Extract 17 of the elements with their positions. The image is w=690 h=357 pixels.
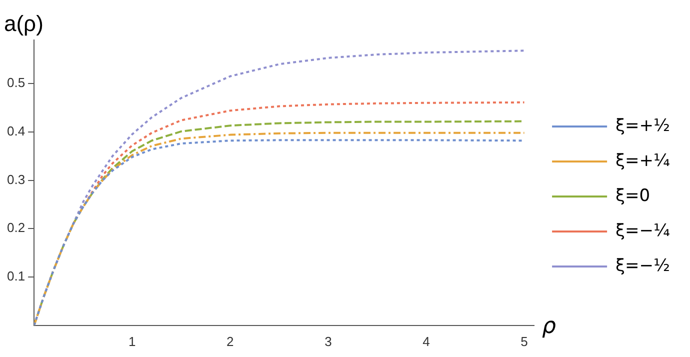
y-axis-title: a(ρ) [4,11,44,36]
legend-label: ξ=+¼ [616,150,670,171]
x-tick-label: 5 [520,334,528,349]
y-tick-label: 0.1 [6,268,26,284]
legend-label: ξ=−½ [616,256,670,276]
y-tick-label: 0.5 [6,75,26,90]
legend-label: ξ=−¼ [616,220,670,241]
y-tick-label: 0.4 [6,123,26,138]
x-tick-label: 3 [324,334,332,349]
legend-label: ξ=0 [616,186,650,206]
y-tick-label: 0.2 [6,220,26,236]
x-tick-label: 2 [226,334,234,349]
legend-label: ξ=+½ [616,116,670,136]
x-axis-title: ρ [542,314,556,340]
x-tick-label: 1 [128,334,136,349]
x-tick-label: 4 [422,334,430,349]
y-tick-label: 0.3 [6,172,26,187]
